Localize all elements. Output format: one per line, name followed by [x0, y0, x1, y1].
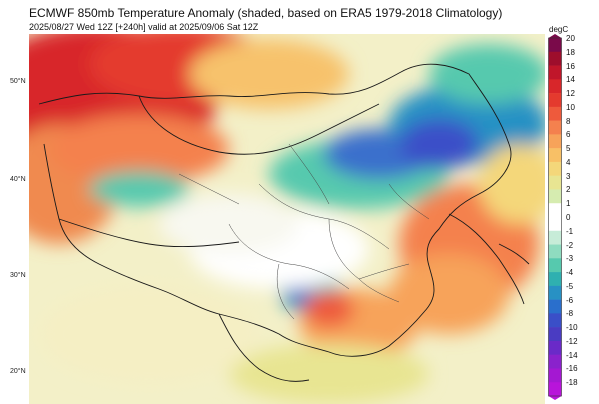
- country-borders: [38, 63, 530, 382]
- colorbar-tick-label: 2: [566, 185, 571, 195]
- colorbar-cell: [548, 51, 562, 66]
- colorbar-tick-label: 8: [566, 116, 571, 126]
- colorbar-tick-label: 18: [566, 47, 575, 57]
- colorbar-tick-label: 10: [566, 102, 575, 112]
- colorbar-cell: [548, 203, 562, 218]
- colorbar-top-extension: [548, 34, 562, 38]
- colorbar-bottom-extension: [548, 396, 562, 400]
- colorbar-cell: [548, 79, 562, 94]
- lat-label-30n: 30°N: [10, 272, 26, 279]
- colorbar-cell: [548, 106, 562, 121]
- colorbar-tick-label: 14: [566, 75, 575, 85]
- colorbar-tick-label: 6: [566, 130, 571, 140]
- colorbar-cell: [548, 272, 562, 287]
- colorbar-cell: [548, 189, 562, 204]
- colorbar-tick-label: 4: [566, 157, 571, 167]
- colorbar-cell: [548, 285, 562, 300]
- colorbar-cell: [548, 230, 562, 245]
- map-title: ECMWF 850mb Temperature Anomaly (shaded,…: [29, 6, 503, 20]
- colorbar-cell: [548, 258, 562, 273]
- colorbar-tick-label: -1: [566, 226, 574, 236]
- colorbar-unit: degC: [549, 25, 569, 34]
- colorbar-cell: [548, 340, 562, 355]
- colorbar-tick-label: -16: [566, 364, 578, 374]
- colorbar-tick-label: 16: [566, 61, 575, 71]
- colorbar-tick-label: -14: [566, 350, 578, 360]
- colorbar-tick-label: -12: [566, 336, 578, 346]
- colorbar-cell: [548, 299, 562, 314]
- colorbar-cell: [548, 175, 562, 190]
- colorbar-cell: [548, 368, 562, 383]
- colorbar-tick-label: -2: [566, 240, 574, 250]
- colorbar: [548, 34, 562, 400]
- colorbar-tick-label: 5: [566, 144, 571, 154]
- colorbar-cell: [548, 120, 562, 135]
- colorbar-tick-label: -10: [566, 323, 578, 333]
- colorbar-cell: [548, 148, 562, 163]
- colorbar-tick-label: 12: [566, 89, 575, 99]
- map-subtitle: 2025/08/27 Wed 12Z [+240h] valid at 2025…: [29, 22, 259, 32]
- colorbar-cell: [548, 244, 562, 259]
- colorbar-tick-label: 0: [566, 213, 571, 222]
- colorbar-cell: [548, 313, 562, 328]
- colorbar-frame: [548, 37, 562, 397]
- colorbar-cell: [548, 38, 562, 53]
- colorbar-tick-label: -5: [566, 281, 574, 291]
- colorbar-tick-label: 1: [566, 199, 571, 209]
- colorbar-cell: [548, 217, 562, 232]
- anomaly-map-svg: [29, 34, 545, 404]
- colorbar-tick-label: -8: [566, 309, 574, 319]
- colorbar-tick-label: 20: [566, 34, 575, 43]
- colorbar-cell: [548, 327, 562, 342]
- lat-label-20n: 20°N: [10, 368, 26, 375]
- colorbar-cells: [548, 34, 562, 400]
- colorbar-tick-label: -4: [566, 268, 574, 278]
- lat-label-50n: 50°N: [10, 78, 26, 85]
- colorbar-tick-label: -6: [566, 295, 574, 305]
- colorbar-cell: [548, 134, 562, 149]
- colorbar-tick-label: 3: [566, 171, 571, 181]
- colorbar-cell: [548, 354, 562, 369]
- anomaly-map: [29, 34, 545, 404]
- colorbar-cell: [548, 382, 562, 397]
- colorbar-cell: [548, 65, 562, 80]
- colorbar-tick-label: -18: [566, 378, 578, 388]
- colorbar-cell: [548, 93, 562, 108]
- colorbar-tick-label: -3: [566, 254, 574, 264]
- lat-label-40n: 40°N: [10, 176, 26, 183]
- colorbar-cell: [548, 161, 562, 176]
